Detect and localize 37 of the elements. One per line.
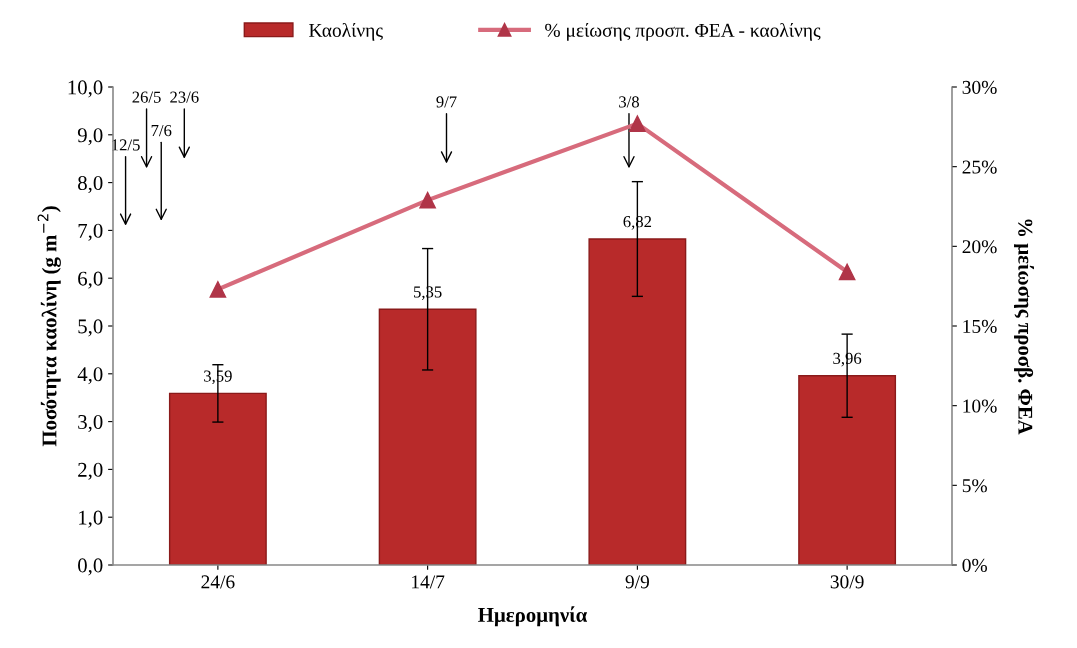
x-tick-label: 30/9: [830, 575, 864, 589]
bar: [798, 375, 897, 565]
annotation: 9/7: [436, 96, 457, 108]
y2-tick-label: 10%: [963, 399, 997, 413]
y-tick-label: 0,0: [78, 558, 103, 576]
y-tick-label: 4,0: [77, 367, 103, 385]
y-tick-label: 2,0: [78, 462, 103, 480]
y-tick-label: 1,0: [79, 510, 103, 528]
y2-tick-label: 15%: [963, 319, 997, 333]
y2-tick-label: 30%: [962, 80, 997, 94]
annotation: 3/8: [619, 96, 639, 108]
y-tick-label: 3,0: [78, 414, 103, 433]
bar: [588, 238, 687, 565]
legend-label: % μείωσης προσπ. ΦΕΑ - καολίνης: [545, 22, 821, 41]
bar: [168, 392, 267, 565]
x-tick-label: 14/7: [412, 575, 445, 589]
y-tick-label: 9,0: [77, 128, 103, 146]
annotation: 23/6: [170, 91, 199, 103]
y-tick-label: 5,0: [78, 319, 103, 337]
bar: [378, 308, 477, 565]
annotation: 26/5: [132, 91, 161, 103]
annotation: 12/5: [112, 139, 140, 151]
y-axis-title: Ποσότητα καολίνη (g m$^{−2}$): [37, 206, 61, 447]
y2-tick-label: 0%: [962, 558, 987, 572]
y-tick-label: 10,0: [68, 80, 103, 98]
y-tick-label: 8,0: [78, 175, 103, 194]
x-tick-label: 24/6: [201, 575, 235, 589]
y2-tick-label: 5%: [962, 479, 987, 493]
y2-tick-label: 25%: [962, 160, 997, 174]
annotation: 7/6: [151, 124, 172, 137]
y2-tick-label: 20%: [962, 240, 997, 254]
x-axis-title: Ημερομηνία: [478, 606, 588, 627]
y-tick-label: 6,0: [78, 271, 103, 289]
y2-axis-title: % μείωσης προσβ. ΦΕΑ: [1014, 219, 1034, 435]
legend-label: Καολίνης: [309, 22, 383, 41]
y-tick-label: 7,0: [78, 223, 103, 241]
x-tick-label: 9/9: [625, 575, 649, 589]
